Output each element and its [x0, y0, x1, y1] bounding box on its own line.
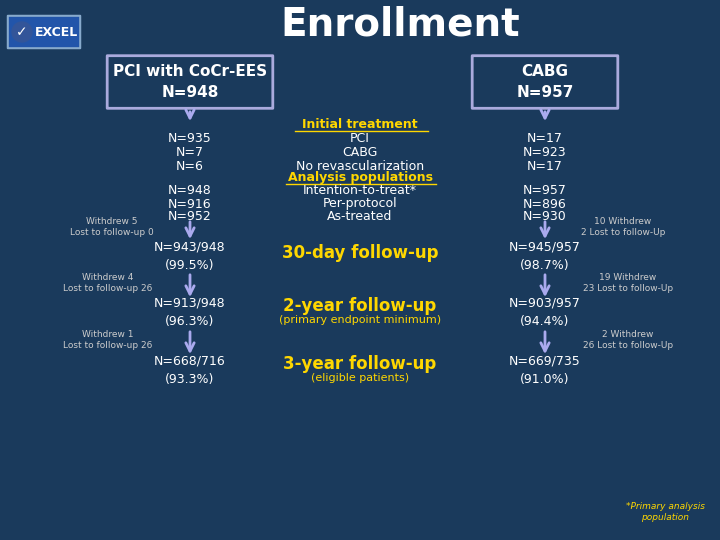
Text: N=957: N=957: [523, 185, 567, 198]
Text: N=930: N=930: [523, 211, 567, 224]
Text: N=913/948
(96.3%): N=913/948 (96.3%): [154, 296, 226, 327]
Text: PCI with CoCr-EES
N=948: PCI with CoCr-EES N=948: [113, 64, 267, 100]
Text: PCI: PCI: [350, 132, 370, 145]
FancyBboxPatch shape: [472, 56, 618, 109]
Text: 3-year follow-up: 3-year follow-up: [284, 355, 436, 373]
Text: Withdrew 5
Lost to follow-up 0: Withdrew 5 Lost to follow-up 0: [70, 217, 154, 237]
Text: CABG
N=957: CABG N=957: [516, 64, 574, 100]
Text: N=668/716
(93.3%): N=668/716 (93.3%): [154, 354, 226, 386]
Text: (primary endpoint minimum): (primary endpoint minimum): [279, 315, 441, 325]
Text: N=17: N=17: [527, 160, 563, 173]
Text: (eligible patients): (eligible patients): [311, 373, 409, 383]
Text: N=17: N=17: [527, 132, 563, 145]
Text: Analysis populations: Analysis populations: [287, 172, 433, 185]
Text: No revascularization: No revascularization: [296, 160, 424, 173]
Text: N=945/957
(98.7%): N=945/957 (98.7%): [509, 240, 581, 272]
Text: N=903/957
(94.4%): N=903/957 (94.4%): [509, 296, 581, 327]
Text: N=935: N=935: [168, 132, 212, 145]
Text: Enrollment: Enrollment: [280, 6, 520, 44]
Text: N=896: N=896: [523, 198, 567, 211]
FancyBboxPatch shape: [107, 56, 273, 109]
Text: N=923: N=923: [523, 146, 567, 159]
Text: N=669/735
(91.0%): N=669/735 (91.0%): [509, 354, 581, 386]
Text: Intention-to-treat*: Intention-to-treat*: [303, 185, 417, 198]
Text: 10 Withdrew
2 Lost to follow-Up: 10 Withdrew 2 Lost to follow-Up: [581, 217, 665, 237]
Text: N=916: N=916: [168, 198, 212, 211]
Text: Per-protocol: Per-protocol: [323, 198, 397, 211]
Text: ✓: ✓: [16, 25, 28, 39]
Circle shape: [12, 22, 32, 42]
Text: 2 Withdrew
26 Lost to follow-Up: 2 Withdrew 26 Lost to follow-Up: [583, 330, 673, 350]
Text: N=6: N=6: [176, 160, 204, 173]
Text: Initial treatment: Initial treatment: [302, 118, 418, 132]
Text: *Primary analysis
population: *Primary analysis population: [626, 502, 704, 522]
Text: Withdrew 1
Lost to follow-up 26: Withdrew 1 Lost to follow-up 26: [63, 330, 153, 350]
Text: As-treated: As-treated: [328, 211, 392, 224]
Text: Withdrew 4
Lost to follow-up 26: Withdrew 4 Lost to follow-up 26: [63, 273, 153, 293]
Text: 19 Withdrew
23 Lost to follow-Up: 19 Withdrew 23 Lost to follow-Up: [583, 273, 673, 293]
Text: EXCEL: EXCEL: [35, 25, 78, 38]
Text: 30-day follow-up: 30-day follow-up: [282, 244, 438, 262]
Text: N=943/948
(99.5%): N=943/948 (99.5%): [154, 240, 226, 272]
Text: N=7: N=7: [176, 146, 204, 159]
Text: 2-year follow-up: 2-year follow-up: [284, 297, 436, 315]
Text: CABG: CABG: [342, 146, 378, 159]
Text: N=952: N=952: [168, 211, 212, 224]
FancyBboxPatch shape: [8, 16, 80, 48]
Text: N=948: N=948: [168, 185, 212, 198]
